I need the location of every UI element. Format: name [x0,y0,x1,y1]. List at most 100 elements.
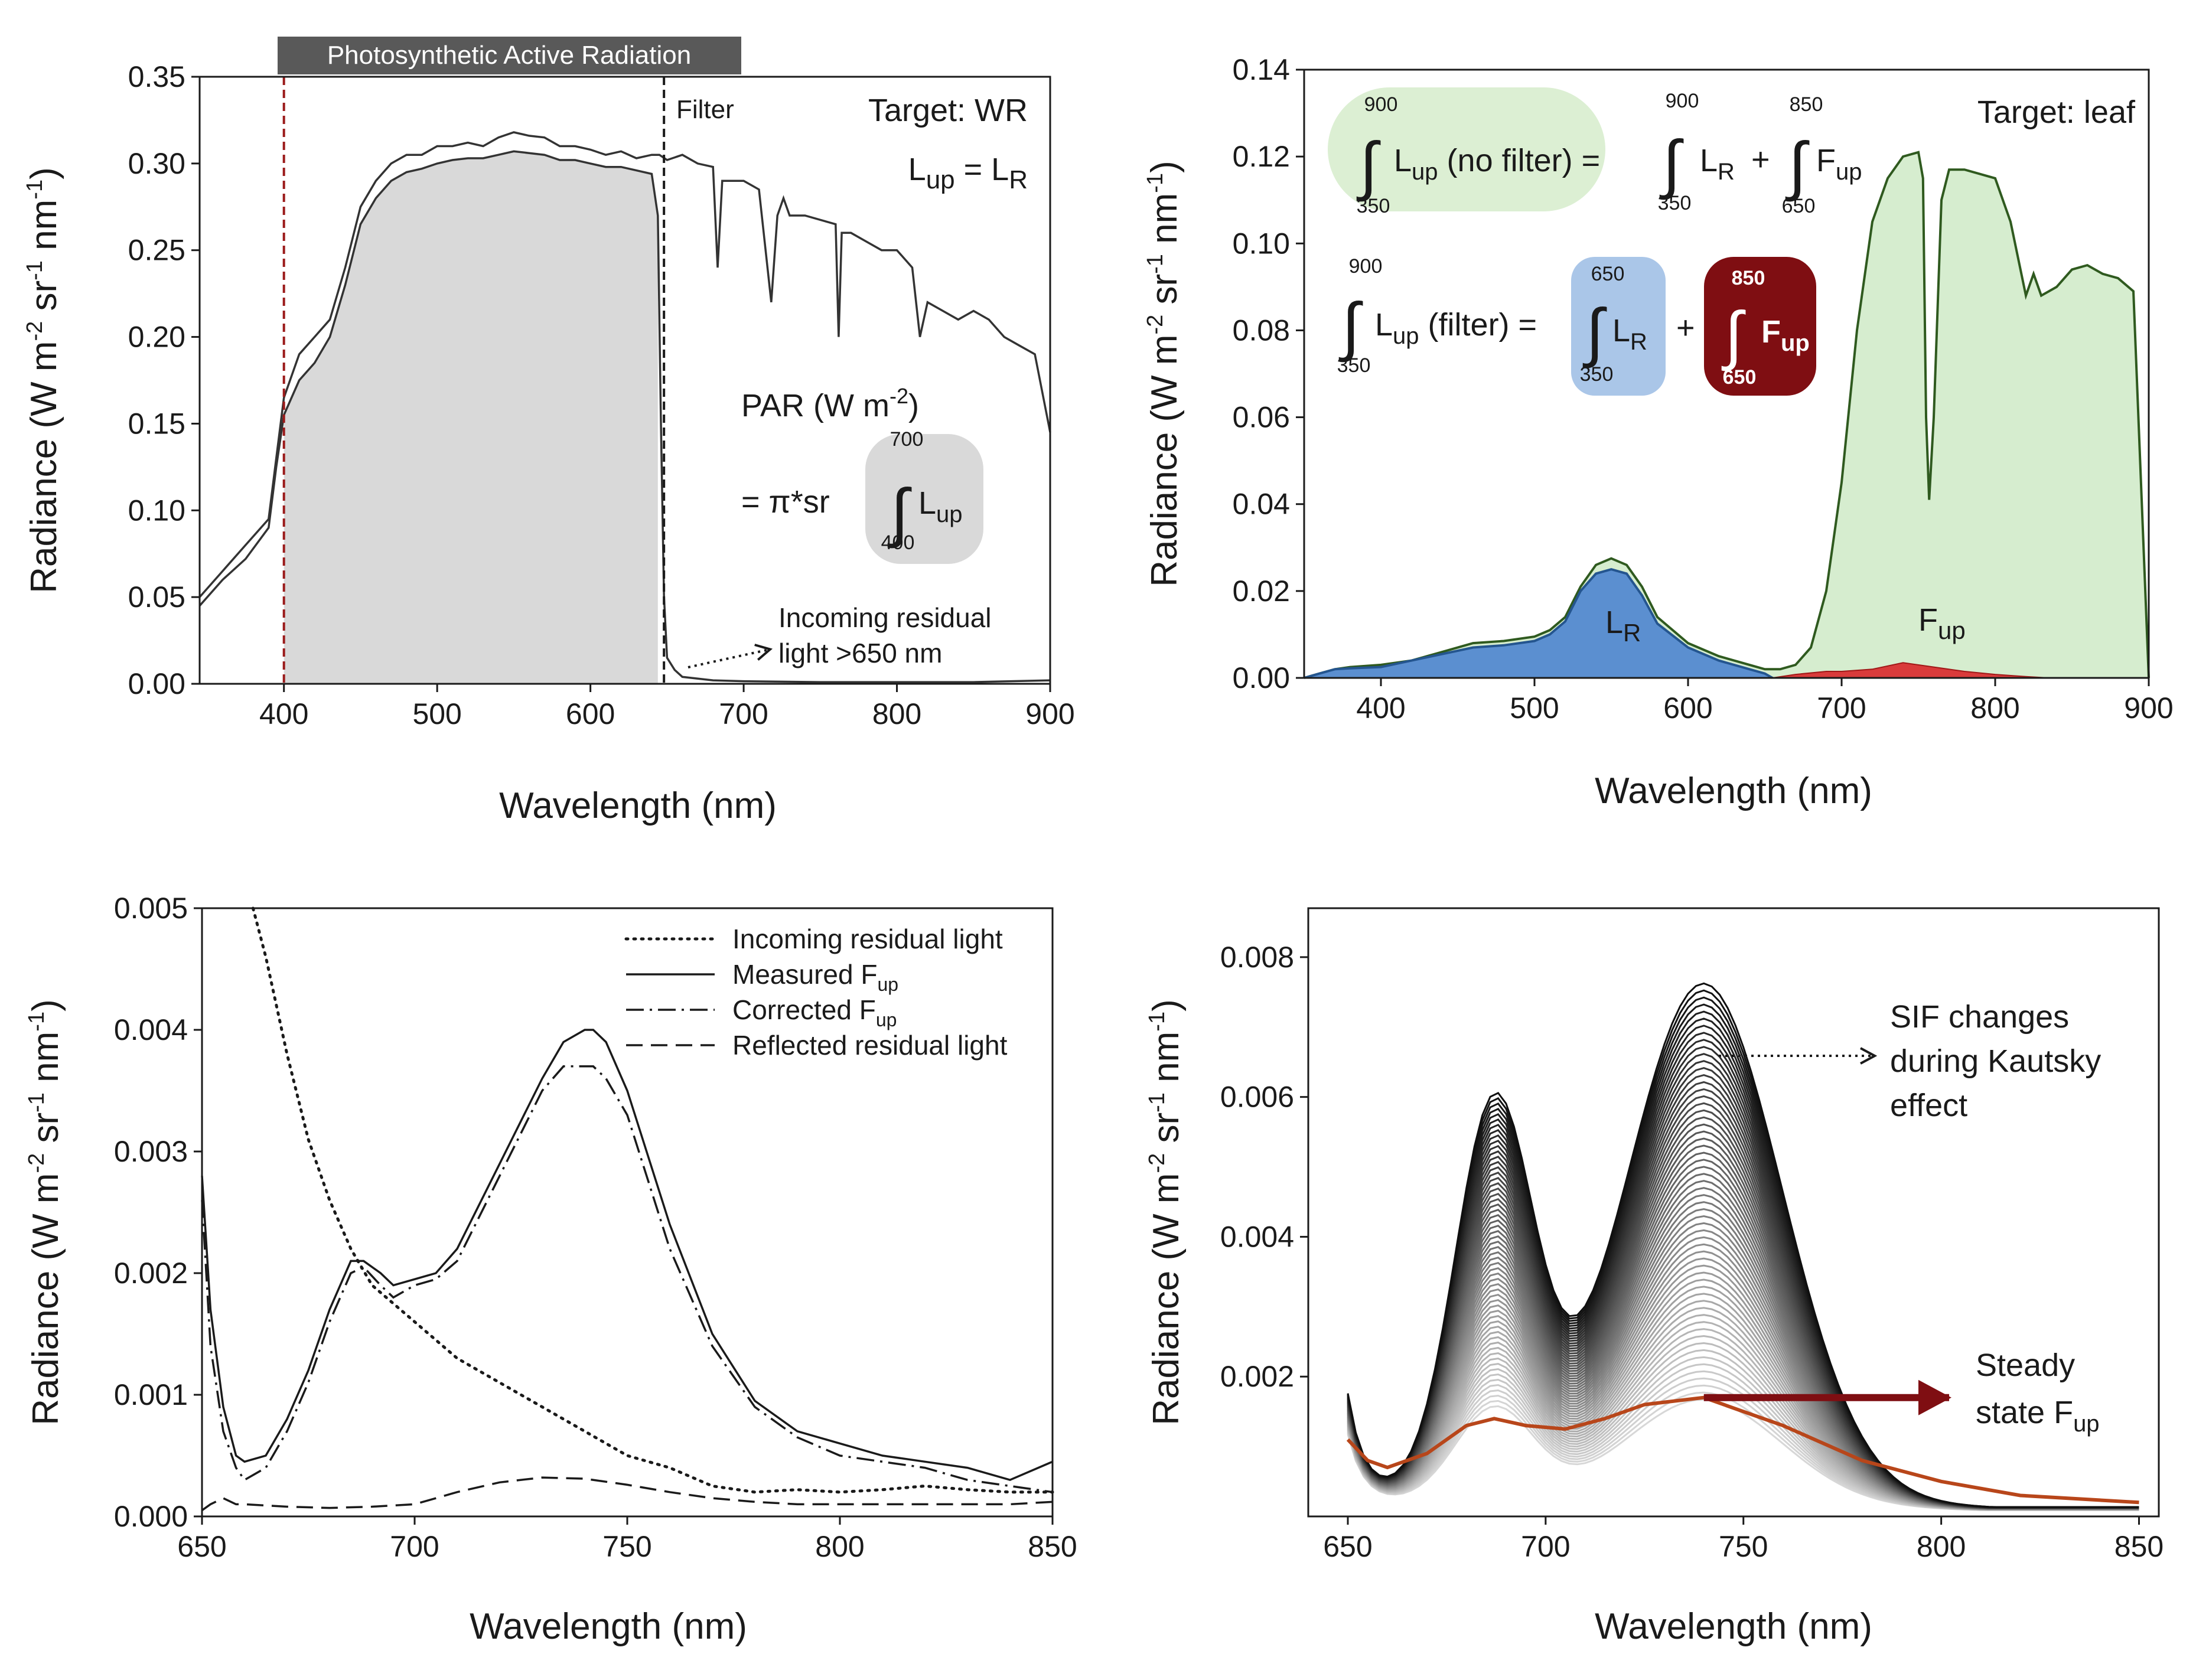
residual-label-1: Incoming residual [778,602,992,633]
x-axis-label: Wavelength (nm) [470,1606,747,1647]
y-tick-label: 0.20 [128,321,185,354]
par-upper-limit: 700 [890,428,924,451]
y-tick-label: 0.30 [128,147,185,180]
y-ticks: 0.002 0.004 0.006 0.008 [1220,941,1308,1393]
x-axis-label: Wavelength (nm) [499,785,777,826]
plot-frame [198,76,1051,685]
eq1-lower-2: 350 [1658,192,1692,214]
legend-label: Incoming residual light [732,924,1003,954]
filter-label: Filter [676,95,734,124]
y-axis-label: Radiance (W m-2 sr-1 nm-1) [22,167,64,593]
par-banner-text: Photosynthetic Active Radiation [327,41,691,70]
integral-sign: ∫ [1356,129,1381,202]
x-tick-label: 750 [602,1530,651,1563]
eq2-blue-box [1571,257,1666,396]
par-equation: = π*sr [741,484,830,520]
y-tick-label: 0.02 [1233,575,1290,608]
eq2-upper: 900 [1349,255,1383,278]
eq2-upper-2: 650 [1591,263,1625,285]
y-tick-label: 0.001 [114,1378,188,1411]
eq1-plus: + [1751,142,1770,177]
plot-frame [1303,68,2150,679]
x-axis-label: Wavelength (nm) [1595,1606,1872,1647]
par-lower-limit: 400 [881,531,915,554]
y-tick-label: 0.10 [128,494,185,527]
eq2-plus: + [1676,310,1695,345]
x-tick-label: 600 [1663,691,1712,725]
y-tick-label: 0.00 [1233,661,1290,694]
x-tick-label: 600 [566,697,615,730]
eq1-lower-3: 650 [1782,195,1816,217]
integral-sign: ∫ [1659,128,1684,200]
legend-label: Reflected residual light [732,1030,1008,1061]
plot-frame [201,907,1054,1518]
y-tick-label: 0.004 [1220,1220,1294,1253]
x-tick-label: 400 [1356,691,1405,725]
steady-state-line [1346,1395,2139,1505]
x-tick-label: 800 [1970,691,2019,725]
y-axis-label: Radiance (W m-2 sr-1 nm-1) [1143,161,1185,587]
lr-line [1304,568,1773,679]
plot-area [1304,151,2150,679]
eq1-green-box [1328,87,1605,211]
sif-curve [1347,982,2139,1508]
reflected-residual-line [201,1476,1053,1512]
y-ticks: 0.00 0.02 0.04 0.06 0.08 0.10 0.12 0.14 [1233,53,1304,694]
plot-area [198,77,1051,684]
target-label: Target: WR [868,93,1028,128]
y-ticks: 0.00 0.05 0.10 0.15 0.20 0.25 0.30 0.35 [128,60,200,700]
x-tick-label: 750 [1719,1530,1768,1563]
fup-area [1772,662,2050,678]
x-axis-label: Wavelength (nm) [1595,771,1872,811]
y-ticks: 0.000 0.001 0.002 0.003 0.004 0.005 [114,892,202,1533]
y-tick-label: 0.25 [128,234,185,267]
corrected-fup-line [201,1065,1053,1493]
integral-sign: ∫ [1721,299,1746,371]
y-tick-label: 0.008 [1220,941,1294,974]
lr-label: LR [1605,605,1641,647]
x-tick-label: 800 [1917,1530,1966,1563]
residual-label-2: light >650 nm [778,638,942,668]
plot-area [201,906,1054,1512]
target-label: Target: leaf [1977,94,2136,130]
plot-frame [1307,907,2160,1518]
x-tick-label: 500 [412,697,461,730]
incoming-residual-line [251,906,1054,1494]
lr-area [1304,569,1773,678]
eq1-upper: 900 [1364,93,1398,116]
sif-label-1: SIF changes [1890,999,2069,1035]
integral-sign: ∫ [887,476,912,549]
y-tick-label: 0.35 [128,60,185,93]
y-tick-label: 0.00 [128,667,185,700]
eq2-lr: LR [1612,313,1647,355]
legend: Incoming residual light Measured FupCorre… [624,924,1008,1061]
y-tick-label: 0.003 [114,1135,188,1168]
y-tick-label: 0.000 [114,1500,188,1533]
eq1-lup: Lup (no filter) = [1394,143,1600,185]
eq2-lower-3: 650 [1723,366,1757,389]
reflected-light-line [198,150,1051,683]
plot-area [1346,982,2139,1511]
x-tick-label: 800 [872,697,921,730]
panel-bottom-left: 650 700 750 800 850 0.0000.0010.0020.0030.00… [24,892,1077,1647]
x-tick-label: 850 [2114,1530,2164,1563]
y-axis-label: Radiance (W m-2 sr-1 nm-1) [1145,999,1187,1425]
x-tick-label: 700 [1521,1530,1570,1563]
y-tick-label: 0.08 [1233,314,1290,347]
y-tick-label: 0.002 [114,1257,188,1290]
lup-line [1304,151,2150,679]
eq1-upper-2: 900 [1666,90,1699,112]
legend-label: Measured Fup [732,959,898,995]
panel-top-left: 400 500 600 700 800 900 0.000.050.100.150.200… [22,37,1075,826]
eq2-lup: Lup (filter) = [1375,307,1537,349]
y-tick-label: 0.15 [128,407,185,440]
y-tick-label: 0.14 [1233,53,1290,86]
eq1-fup: Fup [1816,143,1862,185]
y-tick-label: 0.06 [1233,401,1290,434]
eq2-fup: Fup [1761,314,1810,356]
eq1-lr: LR [1700,143,1735,185]
eq2-lower: 350 [1337,354,1371,377]
integral-sign: ∫ [1785,129,1810,202]
panel-bottom-right: 650 700 750 800 850 0.002 0.004 0.006 0.008 Wav… [1145,907,2164,1647]
